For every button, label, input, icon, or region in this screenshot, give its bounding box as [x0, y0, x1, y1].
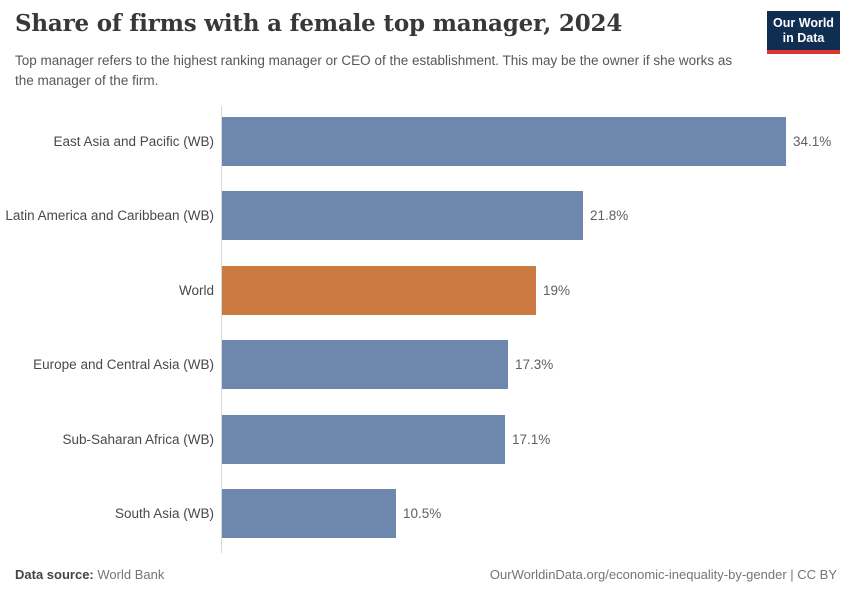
data-source: Data source: World Bank	[15, 567, 164, 582]
owid-url-link[interactable]: OurWorldinData.org/economic-inequality-b…	[489, 567, 787, 582]
bar-row: World 19%	[0, 253, 850, 328]
value-label: 17.1%	[512, 431, 551, 447]
bar-row: East Asia and Pacific (WB) 34.1%	[0, 104, 850, 179]
bar-row: Europe and Central Asia (WB) 17.3%	[0, 328, 850, 403]
value-label: 34.1%	[793, 133, 832, 149]
bar[interactable]	[222, 265, 536, 315]
bar[interactable]	[222, 116, 786, 166]
bar-row: South Asia (WB) 10.5%	[0, 477, 850, 552]
owid-logo-line1: Our World	[773, 16, 834, 30]
category-label: East Asia and Pacific (WB)	[53, 133, 214, 149]
chart-title: Share of firms with a female top manager…	[15, 10, 623, 37]
category-label: Latin America and Caribbean (WB)	[5, 208, 214, 224]
bar[interactable]	[222, 191, 583, 241]
data-source-label: Data source:	[15, 567, 94, 582]
category-label: World	[178, 282, 214, 298]
footer-license: | CC BY	[786, 567, 837, 582]
bar[interactable]	[222, 340, 508, 390]
value-label: 21.8%	[590, 208, 629, 224]
value-label: 10.5%	[403, 506, 442, 522]
bar[interactable]	[222, 489, 396, 539]
data-source-value: World Bank	[97, 567, 165, 582]
value-label: 19%	[543, 282, 571, 298]
value-label: 17.3%	[515, 357, 554, 373]
bar[interactable]	[222, 414, 505, 464]
footer: Data source: World Bank OurWorldinData.o…	[15, 567, 837, 582]
footer-attribution: OurWorldinData.org/economic-inequality-b…	[490, 567, 837, 582]
y-axis-line	[221, 106, 222, 553]
owid-logo-line2: in Data	[782, 31, 825, 45]
bar-row: Latin America and Caribbean (WB) 21.8%	[0, 179, 850, 254]
bar-chart: East Asia and Pacific (WB) 34.1% Latin A…	[0, 104, 850, 553]
owid-logo[interactable]: Our World in Data	[767, 11, 840, 54]
category-label: Europe and Central Asia (WB)	[33, 357, 214, 373]
bar-rows-container: East Asia and Pacific (WB) 34.1% Latin A…	[0, 104, 850, 551]
chart-subtitle: Top manager refers to the highest rankin…	[15, 53, 733, 89]
category-label: South Asia (WB)	[114, 506, 214, 522]
bar-row: Sub-Saharan Africa (WB) 17.1%	[0, 402, 850, 477]
category-label: Sub-Saharan Africa (WB)	[62, 431, 214, 447]
